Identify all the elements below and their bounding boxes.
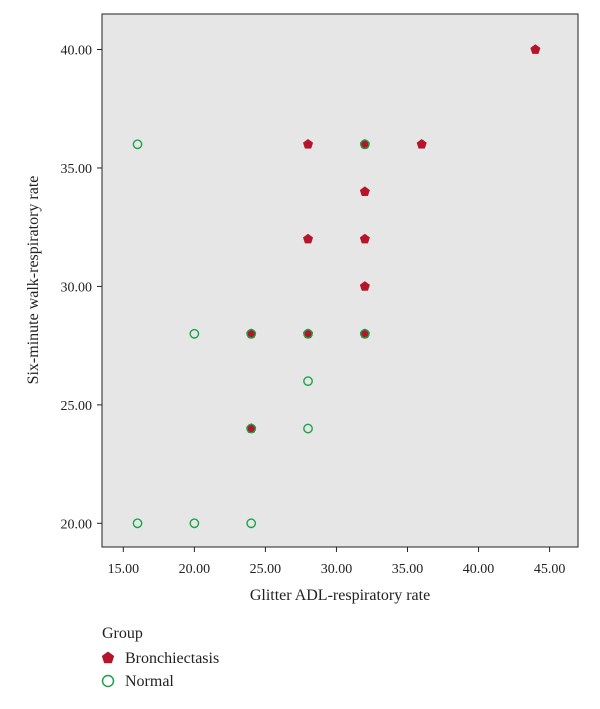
point-bronchiectasis xyxy=(359,186,370,196)
x-tick-label: 35.00 xyxy=(392,562,424,577)
legend-marker-normal xyxy=(101,674,115,688)
legend-item-bronchiectasis: Bronchiectasis xyxy=(101,650,219,667)
legend-marker-bronchiectasis xyxy=(101,651,115,664)
y-tick-label: 35.00 xyxy=(61,162,93,177)
point-bronchiectasis xyxy=(302,233,314,244)
x-tick-label: 45.00 xyxy=(534,562,566,577)
point-normal xyxy=(132,139,143,150)
x-axis-title: Glitter ADL-respiratory rate xyxy=(250,587,430,604)
x-tick-label: 40.00 xyxy=(463,562,495,577)
point-normal xyxy=(189,328,200,339)
legend-title: Group xyxy=(102,625,143,642)
x-tick-label: 20.00 xyxy=(179,562,211,577)
point-bronchiectasis xyxy=(359,233,370,244)
y-tick-label: 20.00 xyxy=(61,517,93,532)
y-axis-title: Six-minute walk-respiratory rate xyxy=(25,176,42,385)
x-axis-ticks: 15.00 20.00 25.00 30.00 35.00 40.00 45.00 xyxy=(108,547,566,577)
x-tick-label: 15.00 xyxy=(108,562,140,577)
legend-item-normal: Normal xyxy=(101,673,174,690)
point-normal xyxy=(132,518,143,529)
point-normal xyxy=(303,423,313,434)
y-tick-label: 40.00 xyxy=(61,44,93,59)
legend: Group Bronchiectasis Normal xyxy=(101,625,219,690)
y-axis-ticks: 20.00 25.00 30.00 35.00 40.00 xyxy=(61,44,102,532)
point-normal xyxy=(359,328,370,339)
point-bronchiectasis xyxy=(302,138,314,149)
x-tick-label: 30.00 xyxy=(321,562,353,577)
legend-label-normal: Normal xyxy=(125,673,174,690)
x-tick-label: 25.00 xyxy=(250,562,282,577)
point-bronchiectasis xyxy=(359,281,370,291)
point-normal xyxy=(303,376,313,387)
point-bronchiectasis xyxy=(530,44,541,54)
y-tick-label: 30.00 xyxy=(61,280,93,295)
point-bronchiectasis xyxy=(416,138,427,149)
point-normal xyxy=(246,423,257,434)
data-points xyxy=(132,44,541,529)
legend-label-bronchiectasis: Bronchiectasis xyxy=(125,650,219,667)
point-normal xyxy=(303,328,313,339)
point-normal xyxy=(359,139,370,150)
point-normal xyxy=(189,518,200,529)
point-normal xyxy=(246,328,257,339)
plot-area xyxy=(101,13,579,548)
y-tick-label: 25.00 xyxy=(61,399,93,414)
point-normal xyxy=(246,518,257,529)
